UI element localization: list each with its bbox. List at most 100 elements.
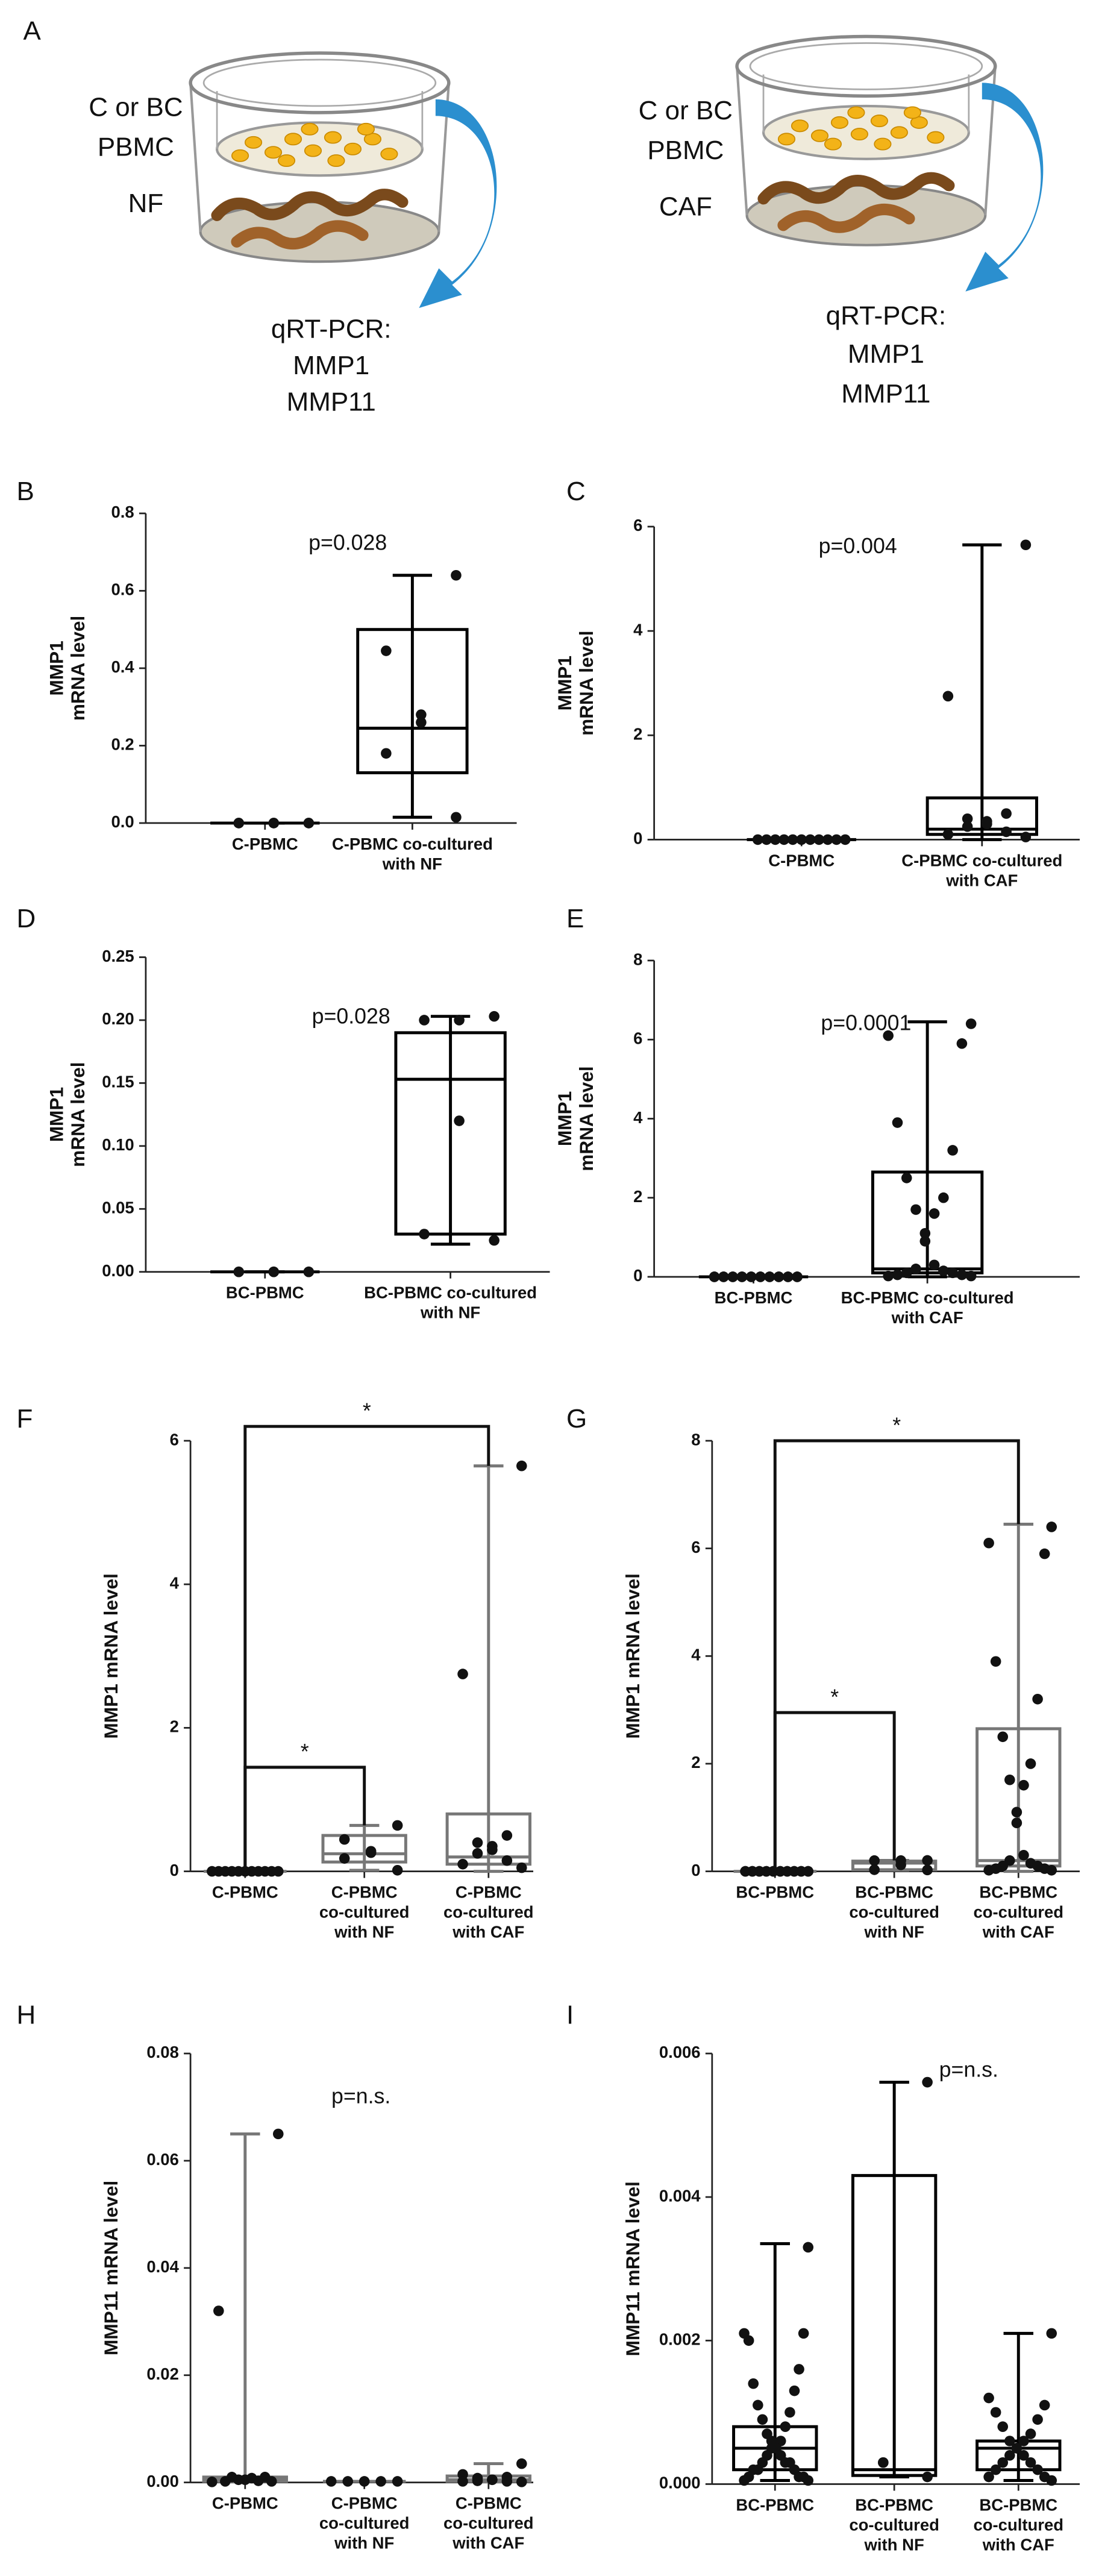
data-point — [769, 834, 781, 845]
data-point — [1018, 1850, 1029, 1861]
data-point — [501, 1855, 513, 1866]
data-point — [910, 1264, 921, 1274]
y-tick-label: 0.004 — [659, 2186, 701, 2205]
data-point — [457, 1669, 468, 1679]
data-point — [997, 2457, 1009, 2468]
y-tick-label: 0 — [691, 1861, 700, 1879]
data-point — [516, 1862, 527, 1873]
y-axis-label: mRNA level — [67, 616, 89, 721]
x-tick-label: co-cultured — [319, 1903, 410, 1922]
y-tick-label: 0.06 — [146, 2150, 178, 2169]
data-point — [516, 2477, 527, 2487]
y-tick-label: 0.2 — [111, 735, 134, 754]
y-tick-label: 4 — [633, 620, 643, 639]
data-point — [1046, 2475, 1057, 2486]
coculture-dish — [190, 53, 496, 308]
data-point — [1020, 832, 1032, 842]
data-point — [869, 1855, 880, 1866]
x-tick-label: with CAF — [452, 1923, 524, 1941]
x-tick-label: with NF — [864, 1923, 924, 1941]
data-point — [840, 834, 851, 845]
p-value: p=0.004 — [819, 534, 897, 558]
data-point — [489, 1235, 500, 1246]
data-point — [1018, 2450, 1029, 2461]
data-point — [454, 1115, 465, 1126]
data-point — [342, 2476, 353, 2487]
data-point — [792, 1271, 803, 1282]
box — [445, 1812, 531, 1866]
data-point — [783, 1271, 794, 1282]
y-tick-label: 0 — [170, 1861, 179, 1879]
data-point — [1001, 808, 1012, 819]
diagram-label: MMP1 — [848, 339, 924, 369]
x-tick-label: with NF — [382, 854, 442, 873]
data-point — [272, 2128, 284, 2140]
data-point — [1046, 2328, 1057, 2339]
data-point — [757, 2414, 768, 2425]
y-axis-label: mRNA level — [575, 630, 597, 735]
x-tick-label: co-cultured — [319, 2514, 410, 2533]
panel-letter: G — [566, 1404, 587, 1434]
data-point — [1046, 1521, 1057, 1532]
data-point — [752, 834, 763, 845]
data-point — [1025, 1758, 1036, 1769]
x-tick-label: co-cultured — [973, 1903, 1063, 1922]
data-point — [804, 834, 816, 845]
data-point — [778, 834, 790, 845]
data-point — [220, 1866, 231, 1877]
box — [321, 1834, 407, 1864]
y-tick-label: 0.25 — [102, 947, 134, 965]
data-point — [252, 2475, 264, 2486]
data-point — [942, 829, 954, 840]
data-point — [472, 1837, 483, 1848]
y-tick-label: 0.000 — [659, 2474, 701, 2492]
y-tick-label: 8 — [633, 950, 642, 968]
data-point — [798, 2328, 809, 2339]
data-point — [796, 834, 807, 845]
data-point — [1039, 2399, 1050, 2411]
data-point — [869, 1864, 880, 1875]
x-tick-label: with NF — [864, 2535, 924, 2554]
y-axis-label: MMP1 — [554, 656, 575, 710]
y-tick-label: 0.4 — [111, 657, 134, 676]
data-point — [813, 834, 825, 845]
data-point — [965, 1270, 977, 1282]
data-point — [1004, 1774, 1015, 1785]
diagram-label: qRT-PCR: — [271, 315, 392, 344]
y-tick-label: 0.002 — [659, 2330, 701, 2349]
data-point — [392, 2476, 403, 2487]
y-axis-label: MMP11 mRNA level — [622, 2181, 644, 2356]
x-tick-label: C-PBMC — [331, 1883, 398, 1902]
y-tick-label: 0.006 — [659, 2043, 701, 2061]
data-point — [303, 818, 315, 829]
p-value: p=n.s. — [939, 2057, 998, 2081]
data-point — [1011, 1817, 1023, 1828]
data-point — [794, 2364, 804, 2375]
significance-bracket — [243, 1424, 490, 1872]
data-point — [789, 2385, 800, 2396]
data-point — [919, 1236, 931, 1247]
data-point — [965, 1018, 977, 1029]
data-point — [755, 1271, 766, 1282]
diagram-label: MMP11 — [287, 387, 376, 417]
data-point — [1025, 2428, 1036, 2439]
significance-bracket — [773, 1711, 896, 1872]
diagram-label: MMP1 — [293, 351, 369, 380]
data-point — [883, 1030, 894, 1041]
x-tick-label: BC-PBMC — [979, 1883, 1057, 1902]
box — [394, 1031, 507, 1236]
data-point — [1004, 2450, 1015, 2461]
data-point — [207, 1866, 218, 1877]
data-point — [233, 1266, 245, 1277]
y-tick-label: 0.20 — [102, 1009, 134, 1028]
x-tick-label: with NF — [420, 1303, 480, 1322]
data-point — [761, 834, 772, 845]
data-point — [997, 1731, 1009, 1743]
box — [356, 628, 469, 774]
x-tick-label: C-PBMC — [212, 1883, 278, 1902]
diagram-label: C or BC — [89, 92, 183, 122]
data-point — [1020, 539, 1032, 551]
panel-letter: C — [566, 477, 586, 506]
data-point — [803, 2475, 814, 2486]
data-point — [207, 2477, 218, 2487]
